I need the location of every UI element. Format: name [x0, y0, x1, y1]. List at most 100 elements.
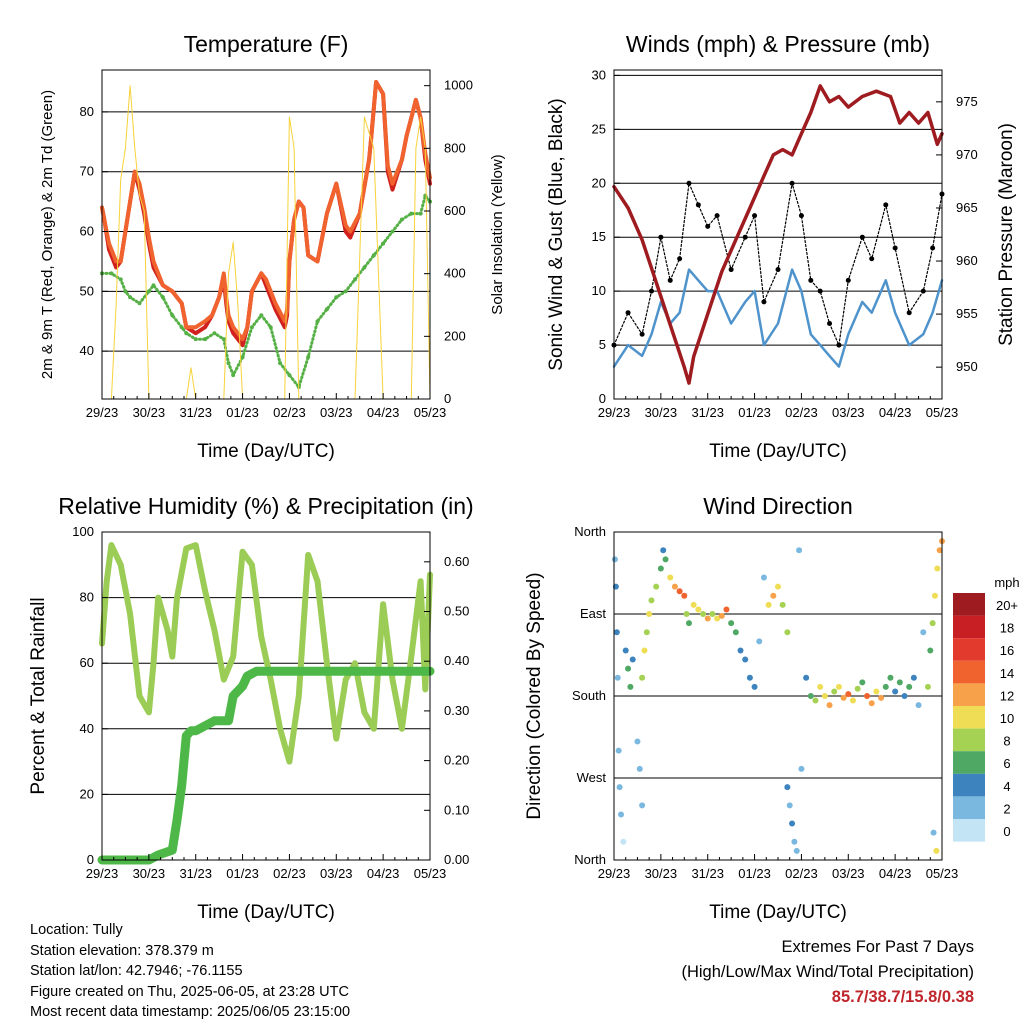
colorbar-swatch	[953, 593, 985, 616]
direction-point	[681, 592, 688, 599]
colorbar-title: mph	[994, 575, 1019, 590]
colorbar-swatch	[953, 615, 985, 639]
direction-point	[826, 702, 833, 709]
direction-point	[936, 547, 943, 554]
point-dewpoint	[160, 295, 165, 300]
point-dewpoint	[226, 361, 231, 366]
series-temp2m	[100, 80, 432, 348]
y-tick-label: 60	[80, 224, 94, 239]
point-gust	[845, 277, 851, 283]
y2-tick-label: 960	[956, 253, 978, 268]
point-gust	[695, 202, 701, 208]
point-gust	[817, 288, 823, 294]
direction-point	[929, 620, 936, 627]
y2-tick-label: 0.40	[444, 653, 469, 668]
direction-point	[695, 606, 702, 613]
recent-timestamp: Most recent data timestamp: 2025/06/05 2…	[30, 1004, 351, 1020]
direction-point	[760, 574, 767, 581]
direction-point	[798, 765, 805, 772]
direction-point	[660, 547, 667, 554]
y-tick-label: 30	[592, 67, 606, 82]
x-tick-label: 02/23	[785, 405, 818, 420]
direction-point	[690, 601, 697, 608]
y2-tick-label: 0.00	[444, 852, 469, 867]
panel-winds: 29/23 30/23 31/23 01/23 02/23 03/23 04/23 05/23…	[546, 31, 1017, 462]
direction-point	[709, 611, 716, 617]
point-gust	[836, 342, 842, 348]
direction-point	[704, 615, 711, 622]
direction-point	[931, 592, 938, 599]
y2-tick-label: 975	[956, 94, 978, 109]
direction-point	[622, 647, 629, 654]
colorbar-swatch	[953, 773, 985, 797]
x-tick-label: 03/23	[320, 405, 353, 420]
point-dewpoint	[353, 277, 358, 282]
station-info: Location: Tully Station elevation: 378.3…	[30, 920, 350, 1023]
y2-tick-label: 600	[444, 203, 466, 218]
x-tick-label: 03/23	[320, 866, 353, 881]
x-tick-label: 02/23	[785, 866, 818, 881]
point-dewpoint	[362, 265, 367, 270]
point-gust	[859, 234, 865, 240]
x-tick-label: 29/23	[86, 866, 119, 881]
point-gust	[798, 213, 804, 219]
extremes-values: 85.7/38.7/15.8/0.38	[831, 988, 974, 1006]
x-tick-label: 01/23	[738, 405, 771, 420]
direction-point	[859, 679, 866, 686]
x-tick-label: 29/23	[598, 405, 631, 420]
x-tick-label: 29/23	[598, 866, 631, 881]
panel-wind-direction: mph 20+ 18 16 14 12 10 8 6 4 2 0 29/23 30/23 31/23 01/2…	[524, 493, 1020, 923]
x-tick-label: 01/23	[738, 866, 771, 881]
direction-point	[629, 656, 636, 663]
x-axis-label: Time (Day/UTC)	[709, 902, 847, 923]
series-rh	[99, 542, 433, 765]
station-location: Location: Tully	[30, 922, 123, 938]
y-tick-label: 25	[592, 121, 606, 136]
point-dewpoint	[249, 325, 254, 330]
x-tick-label: 01/23	[226, 866, 259, 881]
x-tick-label: 03/23	[832, 405, 865, 420]
y2-tick-label: 950	[956, 359, 978, 374]
x-axis-label: Time (Day/UTC)	[197, 441, 335, 462]
point-gust	[827, 320, 833, 326]
direction-point	[683, 611, 690, 617]
y-axis-label: Direction (Colored By Speed)	[524, 572, 545, 819]
y-tick-label: 20	[80, 786, 94, 801]
x-tick-label: 31/23	[691, 866, 724, 881]
series-wind	[612, 268, 944, 368]
series-dewpoint	[100, 194, 432, 389]
direction-point	[636, 765, 643, 772]
point-gust	[761, 299, 767, 305]
direction-point	[742, 656, 749, 663]
colorbar-label: 12	[1000, 688, 1014, 703]
y-tick-label: 100	[72, 524, 94, 539]
direction-point	[791, 838, 798, 845]
colorbar-swatch	[953, 751, 985, 774]
direction-point	[779, 601, 786, 608]
point-dewpoint	[390, 229, 395, 234]
direction-point	[639, 674, 646, 681]
direction-point	[793, 847, 800, 854]
direction-point	[676, 588, 683, 595]
colorbar-swatch	[953, 819, 985, 842]
point-dewpoint	[371, 253, 376, 258]
point-gust	[883, 202, 889, 208]
chart-title: Temperature (F)	[184, 31, 349, 57]
direction-point	[641, 647, 648, 654]
y2-tick-label: 965	[956, 200, 978, 215]
x-tick-label: 31/23	[691, 405, 724, 420]
y-tick-label: North	[574, 852, 606, 867]
point-dewpoint	[137, 301, 142, 306]
direction-point	[930, 829, 937, 836]
point-dewpoint	[184, 331, 189, 336]
colorbar-label: 14	[1000, 666, 1014, 681]
figure-created: Figure created on Thu, 2025-06-05, at 23…	[30, 983, 349, 1000]
chart-title: Relative Humidity (%) & Precipitation (i…	[58, 493, 473, 519]
direction-point	[812, 697, 819, 704]
colorbar-swatch	[953, 683, 985, 706]
direction-point	[756, 638, 763, 645]
station-elevation: Station elevation: 378.379 m	[30, 942, 214, 959]
point-dewpoint	[212, 331, 217, 336]
y2-tick-label: 0.60	[444, 554, 469, 569]
direction-point	[927, 647, 934, 654]
